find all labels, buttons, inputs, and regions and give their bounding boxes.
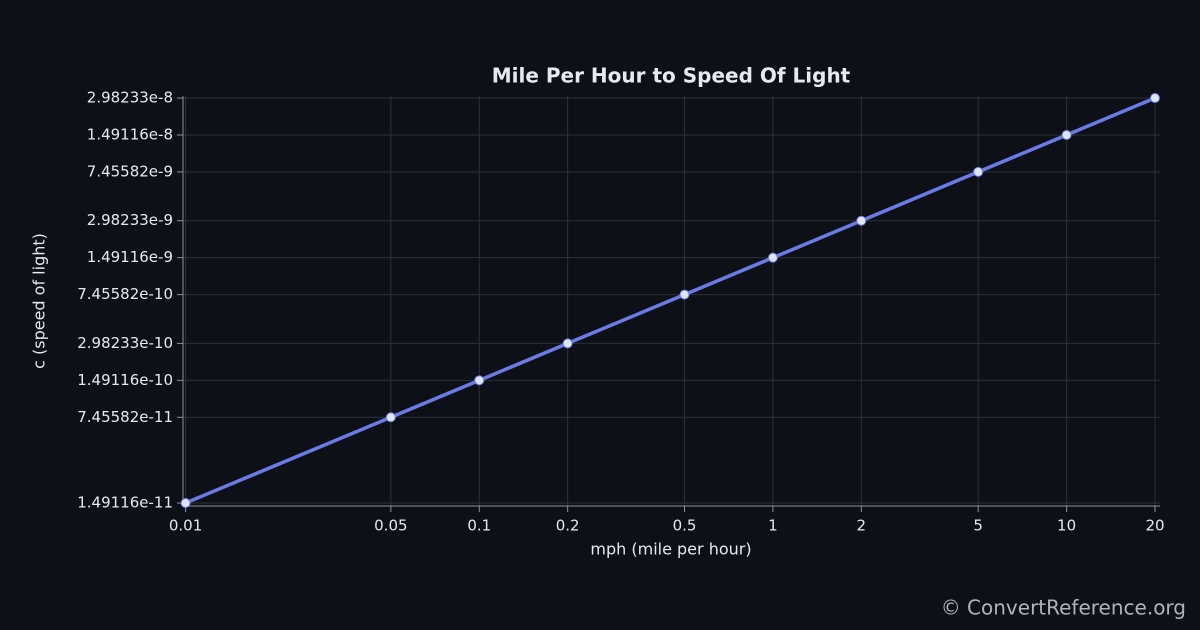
data-point (856, 215, 867, 226)
x-tick-label: 2 (857, 517, 867, 535)
x-tick-label: 10 (1057, 517, 1076, 535)
y-tick-label: 1.49116e-8 (87, 125, 173, 143)
x-tick-label: 1 (768, 517, 778, 535)
y-tick-label: 7.45582e-11 (77, 408, 173, 426)
data-point (1061, 129, 1072, 140)
x-axis-label: mph (mile per hour) (590, 540, 751, 559)
data-point (180, 498, 191, 509)
x-tick-label: 5 (973, 517, 983, 535)
y-tick-label: 2.98233e-9 (87, 211, 173, 229)
data-point (767, 252, 778, 263)
x-tick-label: 0.5 (673, 517, 697, 535)
y-axis-label: c (speed of light) (30, 233, 49, 369)
y-tick-label: 1.49116e-9 (87, 248, 173, 266)
chart-title: Mile Per Hour to Speed Of Light (492, 64, 851, 88)
data-line (184, 96, 1156, 505)
data-point (679, 289, 690, 300)
y-tick-label: 1.49116e-11 (77, 494, 173, 512)
y-tick-label: 2.98233e-8 (87, 89, 173, 107)
x-tick-label: 0.05 (374, 517, 407, 535)
x-tick-label: 0.01 (169, 517, 202, 535)
y-tick-label: 1.49116e-10 (77, 371, 173, 389)
x-tick-label: 20 (1145, 517, 1164, 535)
x-tick-label: 0.1 (467, 517, 491, 535)
watermark: © ConvertReference.org (941, 596, 1186, 620)
data-point (474, 375, 485, 386)
y-tick-label: 2.98233e-10 (77, 334, 173, 352)
data-point (385, 412, 396, 423)
data-point (562, 338, 573, 349)
y-tick-label: 7.45582e-9 (87, 162, 173, 180)
x-tick-label: 0.2 (556, 517, 580, 535)
y-tick-label: 7.45582e-10 (77, 285, 173, 303)
data-point (1149, 93, 1160, 104)
data-point (973, 166, 984, 177)
